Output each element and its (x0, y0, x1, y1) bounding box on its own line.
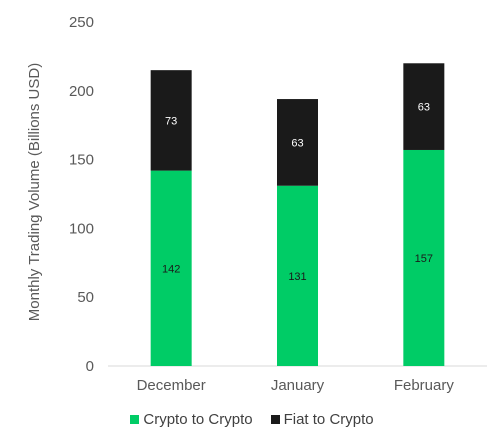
x-tick-label: February (394, 377, 455, 394)
legend-swatch-fiat-to-crypto (270, 414, 280, 424)
y-tick-label: 50 (77, 289, 94, 306)
y-tick-label: 150 (69, 152, 94, 169)
data-label-crypto-to-crypto: 131 (288, 271, 306, 283)
bar-crypto-to-crypto (277, 185, 318, 366)
data-label-fiat-to-crypto: 63 (418, 102, 430, 114)
legend-item-fiat-to-crypto: Fiat to Crypto (270, 410, 374, 428)
y-tick-label: 100 (69, 220, 94, 237)
y-axis-ticks: 0 50 100 150 200 250 (69, 14, 94, 375)
bar-crypto-to-crypto (403, 149, 445, 366)
data-label-fiat-to-crypto: 63 (291, 137, 303, 149)
x-tick-label: January (271, 377, 325, 394)
data-label-fiat-to-crypto: 73 (165, 115, 177, 127)
y-tick-label: 250 (69, 14, 94, 31)
y-tick-label: 200 (69, 83, 94, 100)
bar-fiat-to-crypto (150, 70, 192, 171)
data-label-crypto-to-crypto: 142 (162, 263, 180, 275)
y-axis-label: Monthly Trading Volume (Billions USD) (26, 63, 43, 321)
legend-label-fiat-to-crypto: Fiat to Crypto (283, 410, 374, 428)
x-axis-ticks: December January February (137, 377, 455, 394)
bar-fiat-to-crypto (277, 99, 318, 186)
legend: Crypto to Crypto Fiat to Crypto (0, 408, 504, 430)
bar-fiat-to-crypto (403, 63, 445, 150)
x-tick-label: December (137, 377, 206, 394)
legend-item-crypto-to-crypto: Crypto to Crypto (130, 410, 253, 428)
data-label-crypto-to-crypto: 157 (415, 253, 433, 265)
y-tick-label: 0 (86, 358, 94, 375)
legend-swatch-crypto-to-crypto (130, 414, 140, 424)
bars: 142 73 131 63 157 63 (150, 63, 445, 366)
bar-crypto-to-crypto (150, 170, 192, 366)
legend-label-crypto-to-crypto: Crypto to Crypto (143, 410, 253, 428)
